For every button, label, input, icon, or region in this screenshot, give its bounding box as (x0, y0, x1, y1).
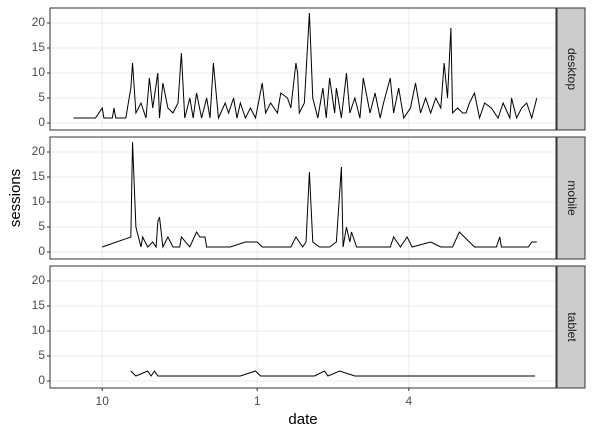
series-line (102, 141, 537, 249)
panel-background (50, 8, 556, 130)
y-tick-label: 20 (32, 144, 46, 158)
y-tick-label: 20 (32, 273, 46, 287)
y-tick-label: 5 (38, 90, 45, 104)
y-tick-label: 0 (38, 373, 45, 387)
panel-border (49, 265, 557, 389)
y-tick-label: 10 (32, 194, 46, 208)
y-tick-label: 0 (38, 115, 45, 129)
x-tick-label: 1 (254, 394, 261, 408)
y-tick-label: 15 (32, 298, 46, 312)
y-tick-label: 10 (32, 323, 46, 337)
panel-border (49, 136, 557, 260)
x-axis-title: date (288, 411, 317, 428)
y-tick-label: 10 (32, 65, 46, 79)
x-tick-label: 10 (96, 394, 110, 408)
strip-label: mobile (565, 180, 579, 216)
y-tick-label: 5 (38, 219, 45, 233)
x-tick-label: 4 (405, 394, 412, 408)
y-tick-label: 5 (38, 348, 45, 362)
y-tick-label: 20 (32, 15, 46, 29)
strip-label: tablet (565, 312, 579, 342)
y-tick-label: 15 (32, 40, 46, 54)
y-tick-label: 15 (32, 169, 46, 183)
y-axis-title: sessions (7, 169, 24, 227)
strip (556, 136, 586, 260)
panel-background (50, 137, 556, 259)
series-line (73, 12, 538, 120)
panel-background (50, 266, 556, 388)
strip (556, 265, 586, 389)
strip (556, 7, 586, 131)
y-tick-label: 0 (38, 244, 45, 258)
series-line (130, 370, 536, 377)
strip-label: desktop (565, 48, 579, 90)
panel-border (49, 7, 557, 131)
